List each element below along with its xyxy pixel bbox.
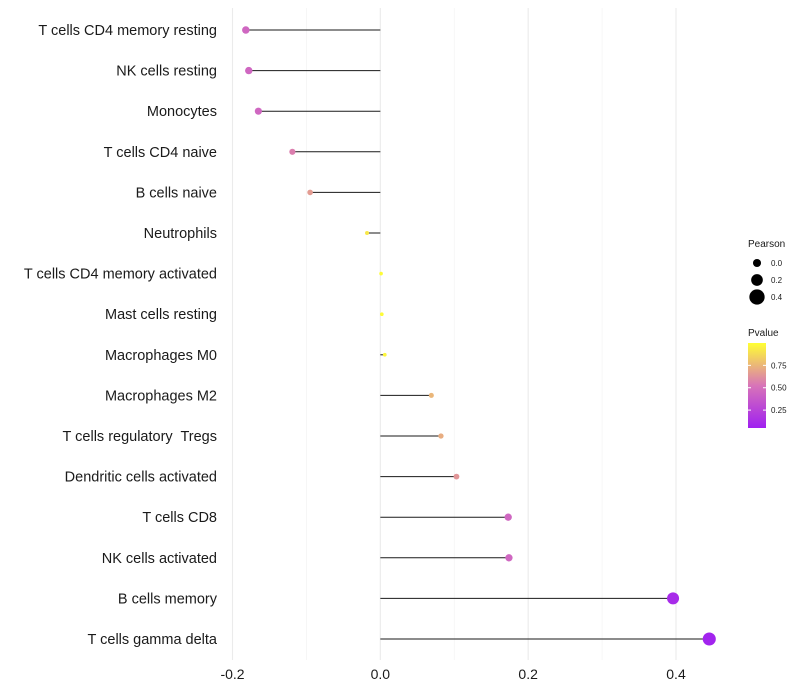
data-point [504, 513, 512, 521]
lollipop-stems [245, 29, 710, 640]
category-label: T cells CD8 [142, 510, 217, 526]
data-point [379, 312, 384, 317]
data-point [453, 473, 460, 480]
color-legend-title: Pvalue [748, 328, 779, 339]
lollipop-dots [242, 26, 716, 646]
color-legend-label: 0.50 [771, 384, 787, 393]
data-point [379, 271, 383, 276]
size-legend-key [749, 289, 765, 305]
data-point [428, 392, 434, 398]
data-point [307, 189, 313, 196]
category-label: T cells CD4 memory resting [38, 23, 217, 39]
category-label: B cells naive [136, 185, 217, 201]
size-legend-title: Pearson [748, 239, 785, 250]
category-label: Macrophages M2 [105, 388, 217, 404]
category-label: NK cells activated [102, 551, 217, 567]
category-label: NK cells resting [116, 64, 217, 80]
size-legend-label: 0.0 [771, 259, 783, 268]
size-legend-label: 0.4 [771, 293, 783, 302]
color-legend-bar [748, 343, 766, 428]
x-axis-ticks: -0.2 0.0 0.2 0.4 [220, 666, 686, 682]
size-legend-key [751, 274, 763, 286]
category-label: B cells memory [118, 591, 218, 607]
size-legend-key [752, 258, 762, 268]
x-tick-label: -0.2 [220, 666, 244, 682]
category-label: Monocytes [147, 104, 217, 120]
data-point [382, 352, 387, 357]
category-labels: T cells CD4 memory resting NK cells resti… [24, 23, 218, 648]
category-label: T cells regulatory Tregs [63, 429, 217, 445]
color-legend-label: 0.25 [771, 406, 787, 415]
data-point [667, 592, 680, 605]
category-label: Dendritic cells activated [65, 470, 217, 486]
color-legend-label: 0.75 [771, 361, 787, 370]
data-point [365, 231, 370, 235]
category-label: Neutrophils [144, 226, 217, 242]
category-label: Mast cells resting [105, 307, 217, 323]
data-point [505, 554, 513, 562]
category-label: T cells gamma delta [88, 632, 218, 648]
grid-lines [231, 8, 677, 660]
x-tick-label: 0.0 [371, 666, 391, 682]
data-point [289, 148, 296, 155]
x-tick-label: 0.2 [518, 666, 538, 682]
legend: Pearson 0.0 0.2 0.4 Pvalue 0.75 0.50 0.25 [748, 239, 787, 428]
data-point [254, 107, 262, 115]
data-point [242, 26, 250, 34]
data-point [245, 66, 253, 75]
category-label: Macrophages M0 [105, 348, 217, 364]
data-point [438, 433, 444, 439]
data-point [702, 632, 716, 646]
size-legend-label: 0.2 [771, 276, 783, 285]
category-label: T cells CD4 naive [104, 145, 217, 161]
category-label: T cells CD4 memory activated [24, 267, 217, 283]
x-tick-label: 0.4 [666, 666, 686, 682]
